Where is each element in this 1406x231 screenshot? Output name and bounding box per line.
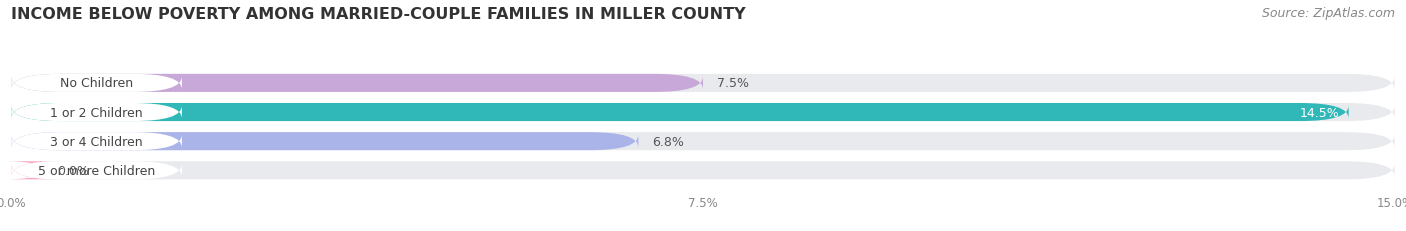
FancyBboxPatch shape [11, 161, 181, 179]
Text: 6.8%: 6.8% [652, 135, 685, 148]
FancyBboxPatch shape [11, 103, 1395, 122]
Text: 7.5%: 7.5% [717, 77, 749, 90]
FancyBboxPatch shape [11, 103, 181, 122]
Text: 3 or 4 Children: 3 or 4 Children [51, 135, 143, 148]
Text: Source: ZipAtlas.com: Source: ZipAtlas.com [1261, 7, 1395, 20]
FancyBboxPatch shape [11, 75, 1395, 93]
Text: 14.5%: 14.5% [1299, 106, 1340, 119]
FancyBboxPatch shape [11, 133, 181, 151]
Text: 1 or 2 Children: 1 or 2 Children [51, 106, 143, 119]
Text: INCOME BELOW POVERTY AMONG MARRIED-COUPLE FAMILIES IN MILLER COUNTY: INCOME BELOW POVERTY AMONG MARRIED-COUPL… [11, 7, 745, 22]
FancyBboxPatch shape [11, 133, 638, 151]
Text: No Children: No Children [60, 77, 134, 90]
Text: 5 or more Children: 5 or more Children [38, 164, 155, 177]
FancyBboxPatch shape [11, 133, 1395, 151]
FancyBboxPatch shape [11, 103, 1348, 122]
FancyBboxPatch shape [11, 75, 181, 93]
FancyBboxPatch shape [11, 161, 1395, 179]
FancyBboxPatch shape [11, 75, 703, 93]
Text: 0.0%: 0.0% [58, 164, 90, 177]
FancyBboxPatch shape [4, 161, 60, 179]
